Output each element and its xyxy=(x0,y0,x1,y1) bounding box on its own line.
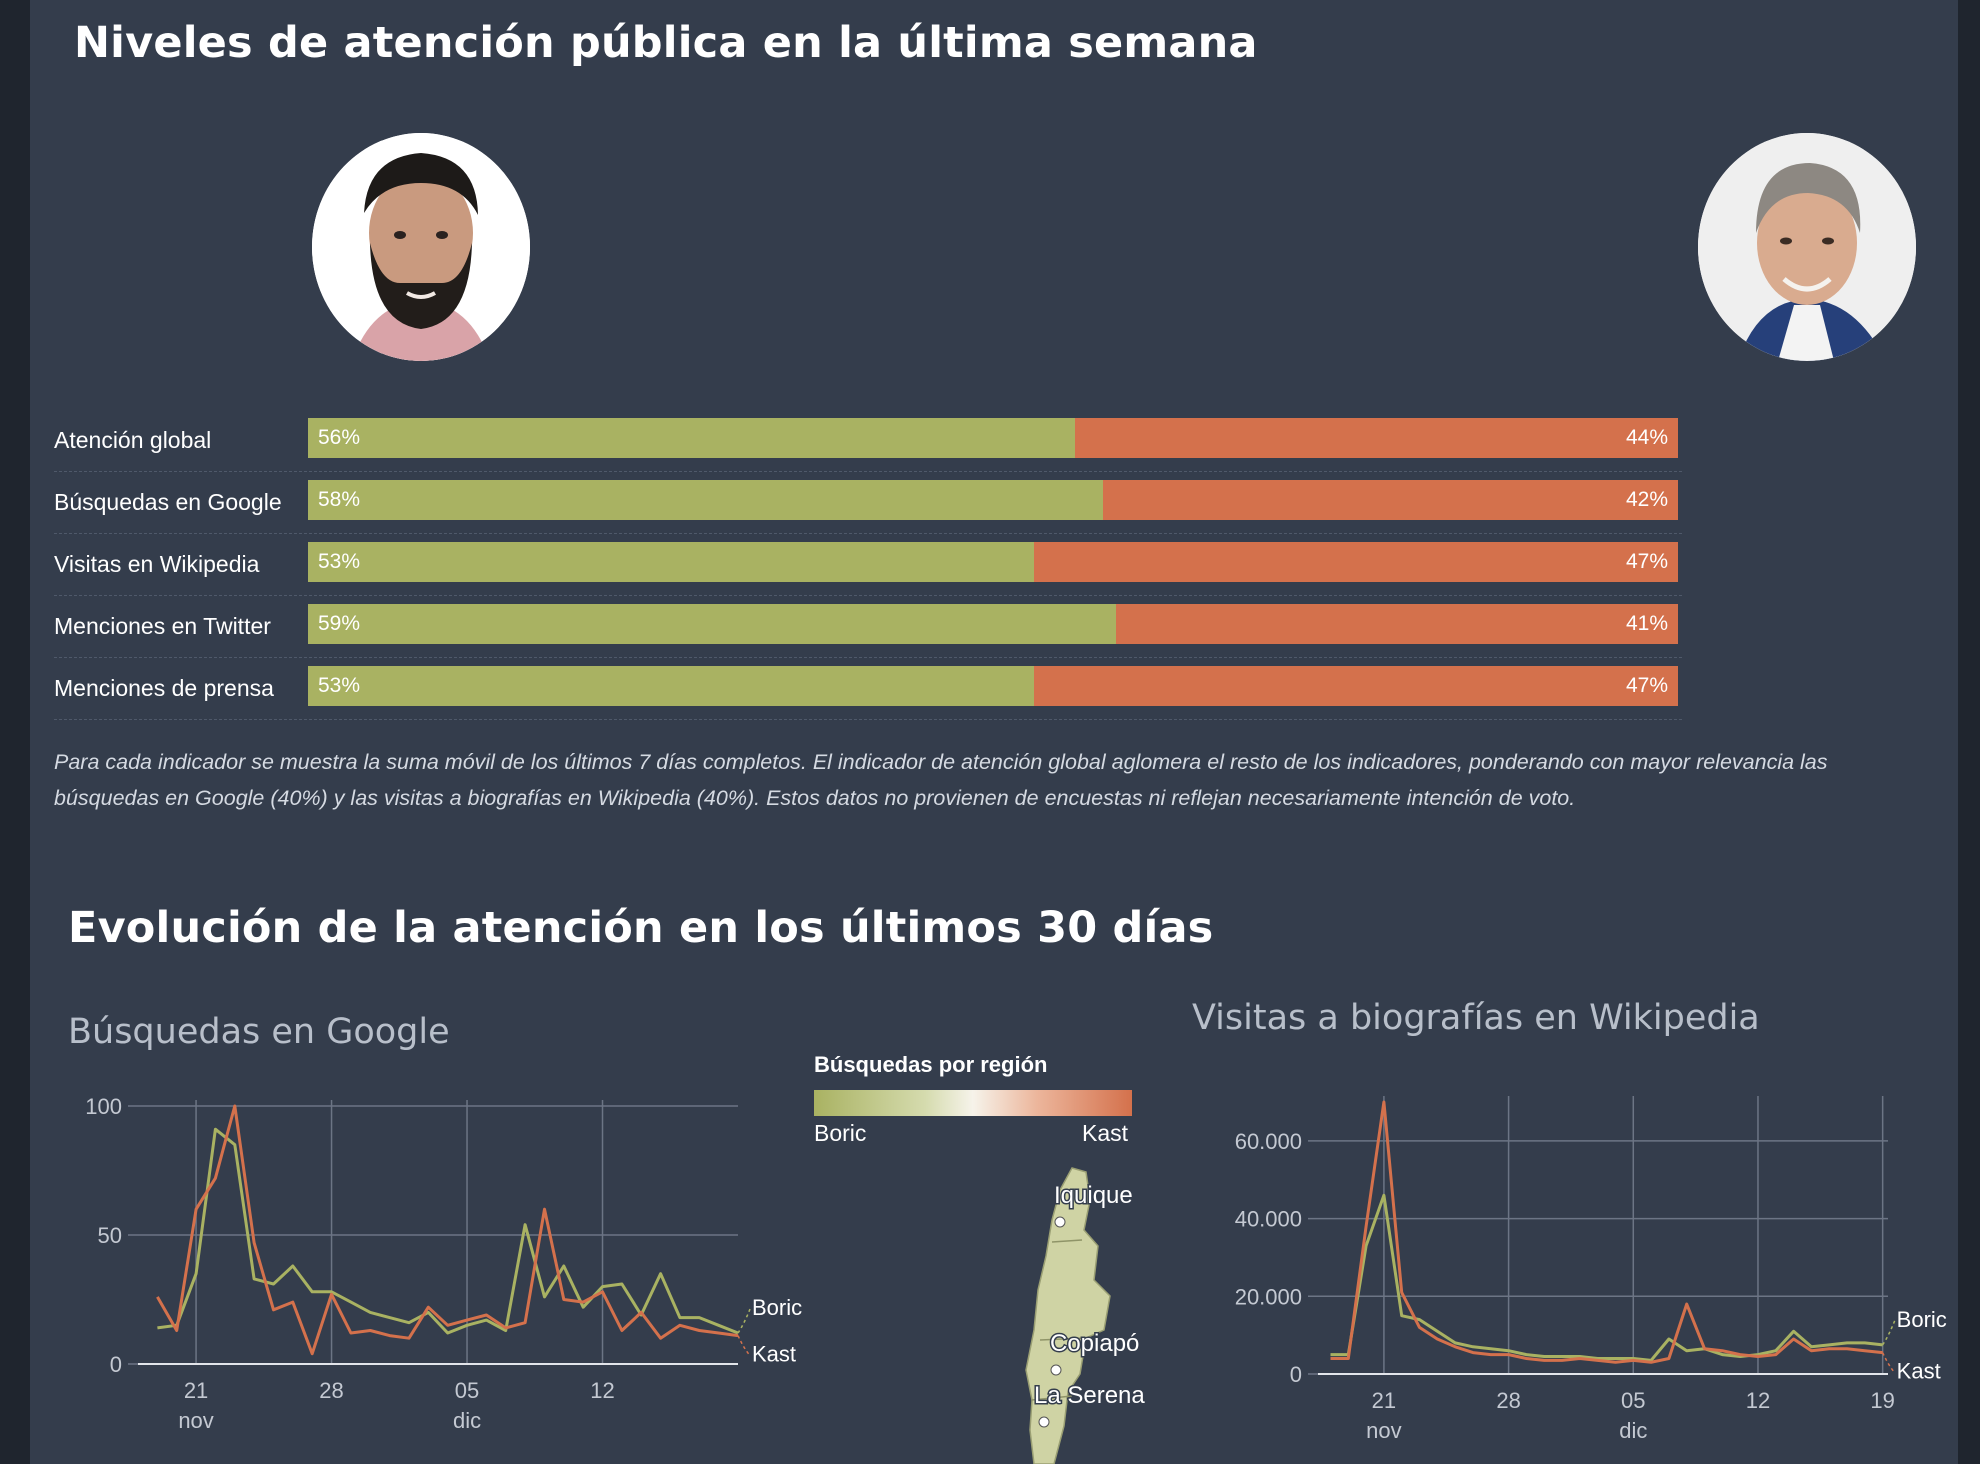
series-end-label-boric: Boric xyxy=(1897,1307,1947,1332)
wikipedia-line-chart: 0 20.000 40.000 60.000 21 nov 28 05 dic 12 19 Boric… xyxy=(1235,1096,1947,1443)
attention-title: Niveles de atención pública en la última… xyxy=(74,18,1258,68)
series-line-boric[interactable] xyxy=(157,1127,739,1335)
series-end-label-boric: Boric xyxy=(752,1295,802,1320)
kast-share-value: 42% xyxy=(1625,488,1668,511)
indicator-label: Menciones en Twitter xyxy=(54,613,271,639)
evolution-title: Evolución de la atención en los últimos … xyxy=(68,903,1214,953)
kast-share-value: 44% xyxy=(1625,426,1668,449)
boric-share-bar: 58% xyxy=(308,480,1103,520)
series-line-kast[interactable] xyxy=(156,1104,739,1356)
indicator-bar[interactable]: 53% 47% xyxy=(308,666,1678,706)
chile-region-map[interactable]: Iquique Copiapó La Serena xyxy=(980,1160,1220,1464)
x-tick-label: 12 xyxy=(590,1378,614,1403)
series-line-boric[interactable] xyxy=(1330,1193,1883,1362)
kast-share-bar: 47% xyxy=(1034,542,1678,582)
boric-share-value: 53% xyxy=(318,550,361,573)
avatar-kast xyxy=(1698,133,1916,361)
google-chart-title: Búsquedas en Google xyxy=(68,1012,450,1052)
series-label-leader xyxy=(1882,1320,1896,1346)
x-tick-month: nov xyxy=(178,1408,213,1433)
indicator-row: Menciones de prensa 53% 47% xyxy=(54,658,1682,720)
kast-share-value: 47% xyxy=(1625,674,1668,697)
indicator-bar[interactable]: 58% 42% xyxy=(308,480,1678,520)
indicator-label: Visitas en Wikipedia xyxy=(54,551,260,577)
city-label-iquique: Iquique xyxy=(1054,1182,1133,1209)
indicator-label: Atención global xyxy=(54,427,212,453)
avatar-boric xyxy=(312,133,530,361)
y-tick-label: 40.000 xyxy=(1235,1207,1302,1232)
city-marker-iquique[interactable] xyxy=(1054,1216,1066,1228)
indicator-row: Búsquedas en Google 58% 42% xyxy=(54,472,1682,534)
city-marker-copiapo[interactable] xyxy=(1050,1364,1062,1376)
chile-map-shape[interactable] xyxy=(1025,1167,1111,1464)
series-end-label-kast: Kast xyxy=(752,1342,796,1367)
wikipedia-chart-title: Visitas a biografías en Wikipedia xyxy=(1192,998,1760,1038)
kast-share-bar: 41% xyxy=(1116,604,1678,644)
city-label-copiapo: Copiapó xyxy=(1050,1330,1139,1357)
kast-share-value: 41% xyxy=(1625,612,1668,635)
x-tick-label: 12 xyxy=(1746,1388,1770,1413)
y-tick-label: 50 xyxy=(98,1223,122,1248)
y-tick-label: 20.000 xyxy=(1235,1284,1302,1309)
dashboard-panel: Niveles de atención pública en la última… xyxy=(30,0,1958,1464)
series-line-kast[interactable] xyxy=(1330,1100,1883,1364)
y-tick-label: 100 xyxy=(85,1094,122,1119)
x-tick-month: nov xyxy=(1366,1418,1401,1443)
boric-share-value: 56% xyxy=(318,426,361,449)
kast-share-value: 47% xyxy=(1625,550,1668,573)
x-tick-month: dic xyxy=(1619,1418,1647,1443)
map-legend-kast: Kast xyxy=(1082,1120,1129,1146)
indicator-bar[interactable]: 56% 44% xyxy=(308,418,1678,458)
map-legend-title: Búsquedas por región xyxy=(814,1052,1048,1077)
boric-share-value: 58% xyxy=(318,488,361,511)
x-tick-month: dic xyxy=(453,1408,481,1433)
series-end-label-kast: Kast xyxy=(1897,1359,1941,1384)
y-tick-label: 0 xyxy=(1290,1362,1302,1387)
boric-share-bar: 59% xyxy=(308,604,1117,644)
kast-share-bar: 44% xyxy=(1075,418,1678,458)
y-tick-label: 0 xyxy=(110,1352,122,1377)
series-label-leader xyxy=(737,1335,751,1357)
x-tick-label: 21 xyxy=(1372,1388,1396,1413)
kast-share-bar: 47% xyxy=(1034,666,1678,706)
x-tick-label: 28 xyxy=(1496,1388,1520,1413)
kast-portrait-icon xyxy=(1698,133,1916,361)
boric-share-bar: 56% xyxy=(308,418,1076,458)
indicator-label: Búsquedas en Google xyxy=(54,489,282,515)
region-border xyxy=(1031,1395,1073,1401)
city-label-la-serena: La Serena xyxy=(1034,1382,1145,1409)
kast-share-bar: 42% xyxy=(1102,480,1678,520)
indicator-bar[interactable]: 53% 47% xyxy=(308,542,1678,582)
indicator-label: Menciones de prensa xyxy=(54,675,274,701)
map-legend-boric: Boric xyxy=(814,1120,867,1146)
region-border xyxy=(1051,1239,1083,1243)
region-border xyxy=(1039,1337,1087,1341)
boric-share-value: 53% xyxy=(318,674,361,697)
boric-share-bar: 53% xyxy=(308,666,1035,706)
y-tick-label: 60.000 xyxy=(1235,1129,1302,1154)
map-legend-gradient xyxy=(814,1090,1132,1116)
series-label-leader xyxy=(737,1308,751,1334)
indicator-row: Menciones en Twitter 59% 41% xyxy=(54,596,1682,658)
methodology-note: Para cada indicador se muestra la suma m… xyxy=(54,750,1828,810)
x-tick-label: 28 xyxy=(319,1378,343,1403)
x-tick-label: 05 xyxy=(1621,1388,1645,1413)
city-marker-la-serena[interactable] xyxy=(1038,1416,1050,1428)
boric-share-bar: 53% xyxy=(308,542,1035,582)
series-label-leader xyxy=(1881,1352,1896,1374)
x-tick-label: 05 xyxy=(455,1378,479,1403)
google-line-chart: 0 50 100 21 nov 28 05 dic 12 Boric Kast xyxy=(85,1094,802,1433)
boric-portrait-icon xyxy=(312,133,530,361)
x-tick-label: 19 xyxy=(1870,1388,1894,1413)
indicator-row: Atención global 56% 44% xyxy=(54,410,1682,472)
indicator-row: Visitas en Wikipedia 53% 47% xyxy=(54,534,1682,596)
boric-share-value: 59% xyxy=(318,612,361,635)
indicator-bar[interactable]: 59% 41% xyxy=(308,604,1678,644)
x-tick-label: 21 xyxy=(184,1378,208,1403)
